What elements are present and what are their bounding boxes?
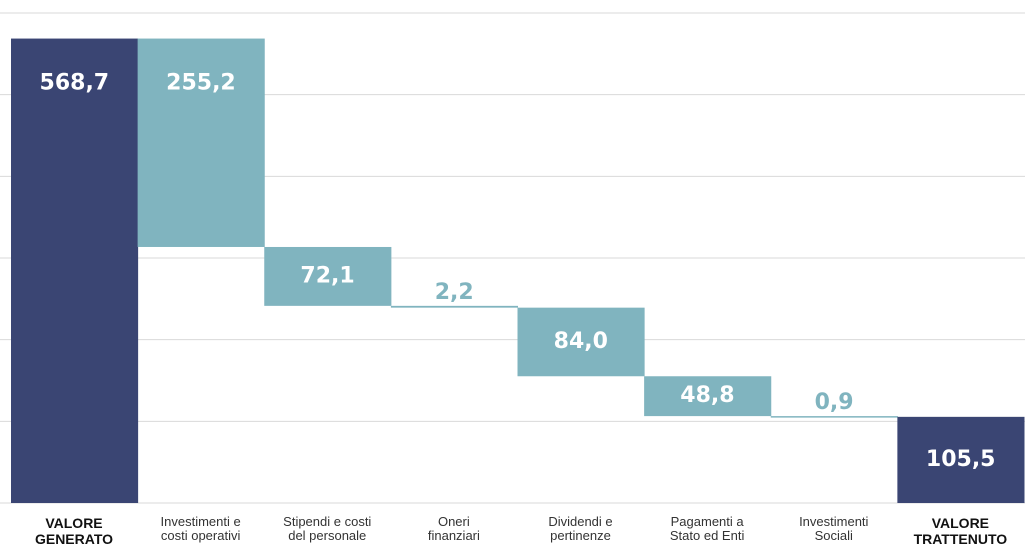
bar <box>137 38 265 247</box>
value-label: 2,2 <box>435 280 474 305</box>
value-label: 568,7 <box>40 71 110 96</box>
bar <box>644 376 772 417</box>
bar <box>11 38 139 503</box>
x-tick-label: VALORE GENERATO <box>34 515 114 547</box>
x-tick-label: Pagamenti a Stato ed Enti <box>669 514 745 543</box>
value-label: 72,1 <box>300 263 354 288</box>
x-tick-label: VALORE TRATTENUTO <box>913 515 1008 547</box>
value-label: 0,9 <box>815 390 854 415</box>
bar <box>390 305 518 308</box>
bar <box>264 246 392 306</box>
x-tick-label: Stipendi e costi del personale <box>283 514 372 543</box>
x-tick-label: Investimenti Sociali <box>799 514 869 543</box>
bar <box>770 416 898 418</box>
value-label: 255,2 <box>166 71 236 96</box>
value-label: 48,8 <box>680 383 734 408</box>
bar <box>517 307 645 377</box>
x-tick-label: Oneri finanziari <box>427 514 480 543</box>
bar <box>897 416 1025 503</box>
value-label: 105,5 <box>926 447 996 472</box>
x-tick-label: Investimenti e costi operativi <box>160 514 241 543</box>
x-tick-label: Dividendi e pertinenze <box>548 514 613 543</box>
value-label: 84,0 <box>554 329 608 354</box>
